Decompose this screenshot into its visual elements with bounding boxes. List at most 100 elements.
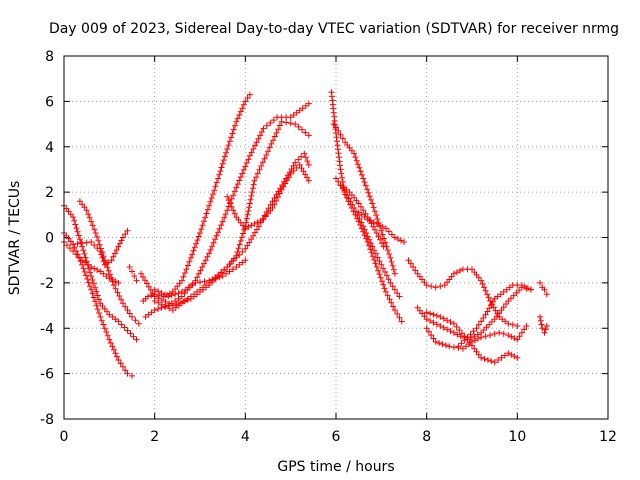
data-point — [175, 290, 182, 297]
data-point — [209, 276, 216, 283]
data-point — [158, 301, 165, 308]
data-point — [216, 225, 223, 232]
data-point — [300, 168, 307, 175]
data-point — [127, 330, 134, 337]
data-point — [96, 310, 102, 316]
data-point — [385, 228, 392, 235]
data-point — [258, 163, 265, 169]
data-point — [423, 316, 430, 323]
data-point — [488, 318, 495, 325]
data-point — [237, 174, 244, 180]
data-point — [240, 230, 247, 237]
data-point — [115, 357, 122, 363]
data-point — [376, 258, 383, 265]
data-point — [242, 257, 249, 264]
data-point — [481, 284, 488, 291]
data-point — [208, 195, 215, 201]
data-point — [155, 288, 162, 295]
data-point — [197, 279, 203, 286]
data-point — [382, 239, 389, 246]
data-point — [275, 126, 282, 133]
data-point — [352, 208, 359, 215]
data-point — [440, 315, 447, 322]
y-tick-label: -6 — [40, 367, 54, 383]
data-point — [485, 294, 492, 301]
data-point — [358, 171, 365, 178]
data-point — [347, 198, 354, 205]
data-point — [200, 218, 207, 225]
data-point — [181, 270, 188, 276]
data-point — [206, 202, 213, 209]
data-point — [118, 296, 125, 303]
data-point — [104, 264, 111, 271]
data-point — [379, 223, 386, 230]
data-point — [219, 273, 226, 280]
data-point — [252, 142, 258, 149]
data-point — [269, 205, 276, 211]
data-point — [242, 98, 249, 105]
data-point — [484, 291, 491, 298]
data-point — [94, 306, 101, 313]
data-point — [182, 286, 189, 293]
data-point — [100, 321, 107, 328]
data-point — [450, 344, 457, 351]
data-point — [268, 140, 275, 147]
data-point — [201, 278, 208, 285]
y-tick-label: 0 — [45, 231, 54, 247]
data-point — [396, 293, 403, 300]
data-point — [537, 313, 543, 320]
data-point — [339, 185, 346, 192]
data-point — [475, 321, 482, 328]
data-point — [215, 175, 222, 182]
data-point — [204, 206, 211, 213]
data-point — [478, 318, 485, 325]
data-point — [450, 320, 457, 327]
data-point — [467, 331, 474, 338]
data-point — [242, 245, 249, 252]
data-point — [245, 156, 252, 163]
data-point — [229, 130, 236, 137]
data-point — [129, 313, 135, 320]
series-t23 — [537, 313, 550, 336]
data-point — [356, 164, 363, 171]
data-point — [360, 207, 367, 214]
data-point — [213, 179, 220, 186]
data-point — [430, 319, 437, 326]
data-point — [362, 182, 369, 189]
y-tick-label: 4 — [45, 140, 54, 156]
data-point — [215, 229, 222, 236]
data-point — [239, 105, 246, 112]
data-point — [145, 283, 152, 290]
data-point — [253, 139, 260, 146]
data-point — [246, 239, 253, 246]
data-point — [155, 299, 162, 306]
data-point — [144, 293, 151, 300]
data-point — [386, 251, 393, 257]
x-tick-label: 6 — [332, 429, 341, 445]
data-point — [481, 355, 488, 362]
data-point — [487, 298, 494, 304]
data-point — [479, 281, 486, 287]
data-point — [270, 117, 277, 124]
data-point — [482, 333, 489, 340]
data-point — [537, 279, 543, 286]
data-point — [225, 142, 232, 149]
data-point — [436, 340, 443, 346]
data-point — [370, 204, 377, 211]
data-point — [263, 152, 270, 158]
data-point — [298, 153, 305, 160]
data-point — [226, 268, 233, 275]
data-point — [278, 118, 285, 125]
data-point — [155, 306, 162, 312]
data-point — [246, 200, 253, 207]
data-point — [378, 240, 385, 247]
data-point — [239, 259, 246, 266]
data-point — [345, 195, 352, 202]
data-point — [337, 166, 344, 173]
data-point — [107, 271, 113, 278]
data-point — [388, 258, 395, 265]
data-point — [432, 284, 439, 291]
data-point — [379, 278, 385, 285]
data-point — [461, 337, 468, 344]
